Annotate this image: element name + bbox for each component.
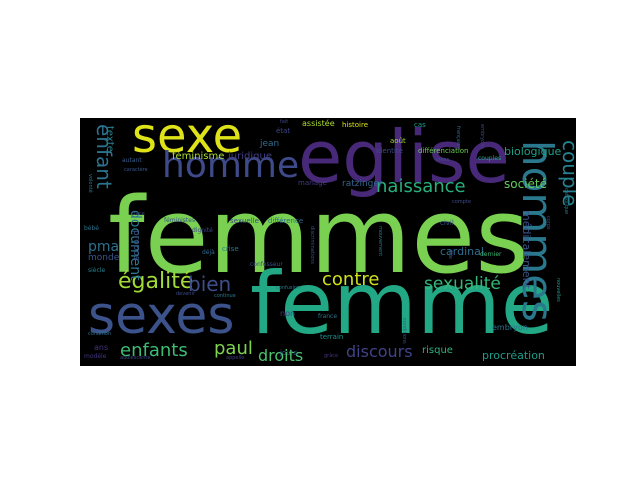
word-enfants: enfants [120,340,188,361]
word-egalite: égalité [118,269,194,294]
word-biologique: biologique [504,145,562,158]
word-droits: droits [258,346,304,365]
word-juridique: juridique [228,151,272,162]
word-ratzinger: ratzinger [342,179,383,189]
word-civil: civil [440,219,454,227]
word-societe: société [504,177,547,191]
word-dernier: dernier [480,251,502,258]
word-nouvelles: nouvelles [555,278,561,302]
word-medicalement: médicalement [520,210,533,289]
word-confesseur: confesseur [250,261,283,268]
word-france: france [318,313,338,320]
word-cloud: femmes femme eglise hommes sexes sexe ho… [80,118,576,366]
word-continue: continue [214,293,236,299]
word-adolescente: adolescente [120,355,151,361]
word-grace: grâce [324,353,339,359]
word-catholique: catholique [563,188,569,215]
word-embryon: embryon [492,323,528,332]
word-fille: fille [447,250,453,260]
word-sexe: sexe [132,118,243,164]
word-discriminations: discriminations [309,226,315,265]
word-caractere: caractère [124,167,148,173]
word-embryons: embryons [479,124,485,149]
word-homme: homme [162,145,300,186]
word-non: non [280,309,296,318]
word-identite: identité [376,147,403,155]
word-contre: contre [322,269,380,290]
word-dignite: dignité [192,227,213,234]
word-ans: ans [94,343,109,352]
word-difference: différence [268,217,304,225]
word-devenir: devenir [176,291,195,297]
word-risque: risque [422,345,453,356]
word-aout: août [390,137,406,145]
word-feministes: féministes [164,217,196,224]
word-conditions: conditions [401,318,407,344]
word-femme: femme [250,254,554,354]
word-assistee: assistée [302,119,335,128]
word-feminisme: féminisme [172,151,225,162]
word-propos: propos [131,230,141,261]
word-crise: crise [222,245,239,253]
word-terrain: terrain [320,333,344,341]
word-histoire: histoire [342,121,369,129]
word-bien: bien [188,272,232,296]
word-confusion: confusion [276,285,301,291]
word-sexuelle: sexuelle [230,217,259,225]
word-face: face [134,211,145,217]
word-fait: fait [280,119,289,125]
word-femmes: femmes [108,175,530,297]
word-etat: état [276,127,291,135]
word-sexualite: sexualité [424,274,501,294]
word-mariage: mariage [298,179,327,187]
word-jean: jean [260,139,280,149]
word-naissance: naissance [376,176,466,197]
word-modele: modèle [84,353,107,360]
word-condition: condition [88,331,112,337]
word-paul: paul [214,338,253,359]
word-corps: corps [545,216,551,230]
word-mouvement: mouvement [377,226,383,257]
word-sexes: sexes [88,286,235,346]
word-autant: autant [122,157,142,164]
word-discours: discours [346,342,413,361]
word-cardinal: cardinal [440,245,484,258]
word-differenciation: différenciation [418,147,469,155]
word-texte: texte [104,126,115,152]
word-jours: jours [280,349,298,357]
word-procreation: procréation [482,349,545,362]
word-monde: monde [88,253,120,263]
word-deja: déjà [202,249,215,256]
word-francais: français [455,126,461,146]
word-compte: compte [452,199,471,205]
word-volonte: volonté [87,174,93,193]
word-viens: viens [436,157,450,163]
word-pma: pma [88,239,120,255]
word-siecle: siècle [88,267,106,274]
word-bebe: bébé [84,225,99,232]
word-couples: couples [478,155,502,162]
word-appelle: appelle [226,355,245,361]
word-cas: cas [414,121,426,129]
word-eglise: eglise [298,118,510,199]
